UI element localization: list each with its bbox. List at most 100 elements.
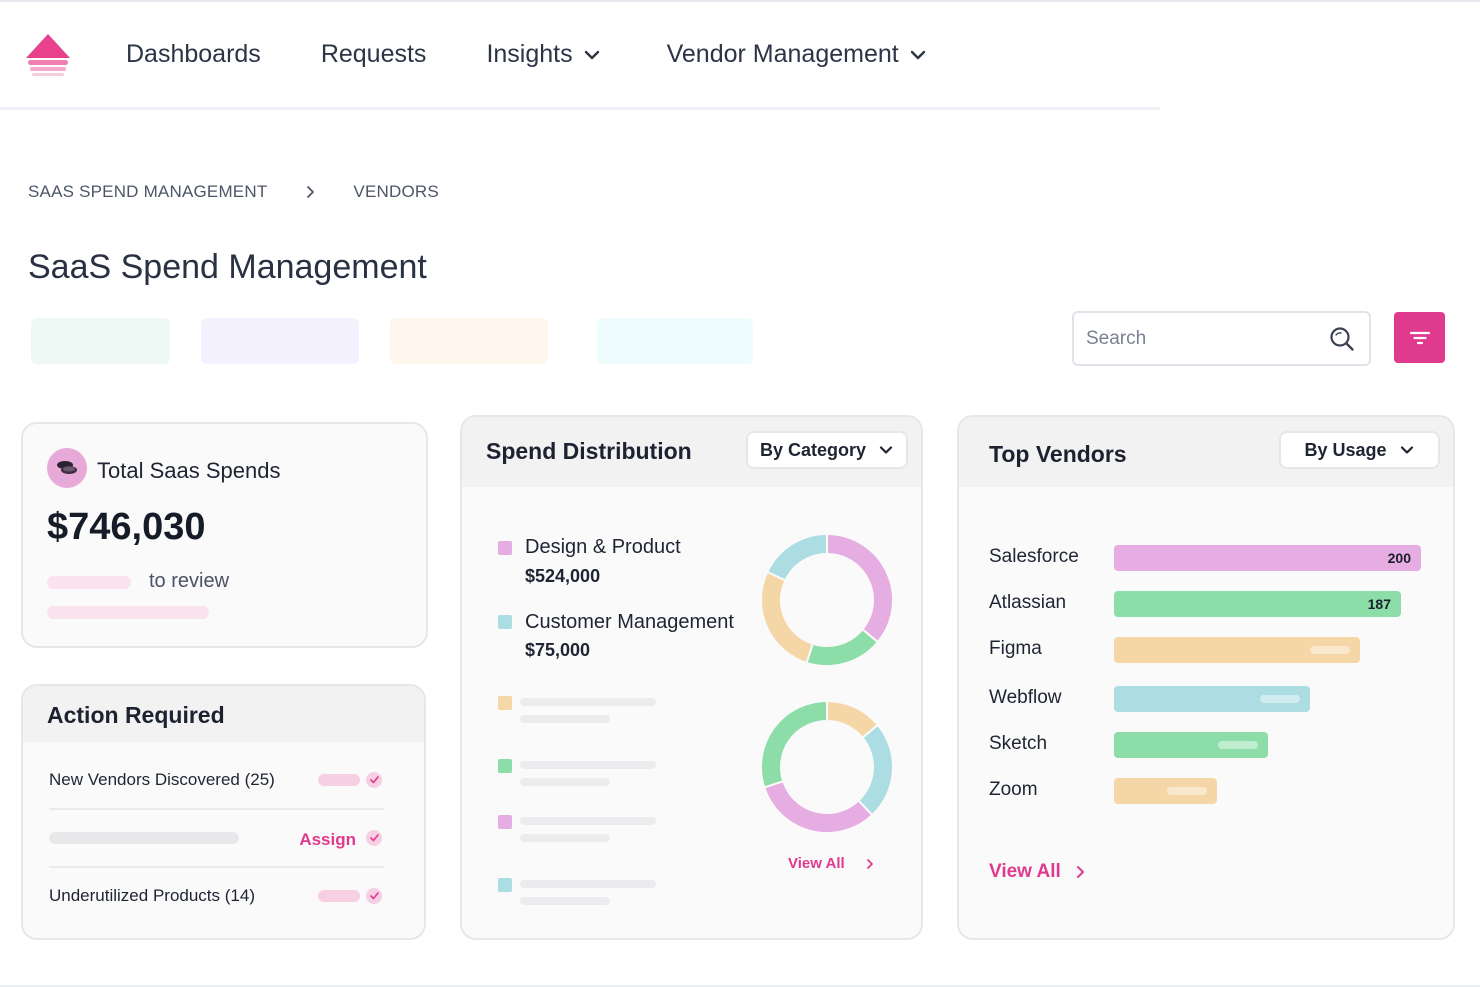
coins-icon xyxy=(47,448,87,488)
vendor-name[interactable]: Webflow xyxy=(989,687,1062,708)
vendor-name[interactable]: Zoom xyxy=(989,779,1038,800)
donut-slice xyxy=(765,532,828,582)
top-border xyxy=(0,0,1480,2)
top-vendors-bar-chart: Salesforce 200 Atlassian 187 Figma Webflow Ske… xyxy=(959,417,1453,938)
placeholder-bar xyxy=(520,817,656,825)
placeholder-bar xyxy=(49,832,239,844)
chevron-down-icon xyxy=(1400,446,1413,454)
total-spends-card: Total Saas Spends $746,030 to review xyxy=(21,422,428,648)
assign-link[interactable]: Assign xyxy=(299,830,356,849)
top-vendors-card: Top Vendors By Usage Salesforce 200 Atlass… xyxy=(957,415,1455,940)
vendor-value-label: 187 xyxy=(1367,596,1391,612)
check-icon[interactable] xyxy=(366,830,382,846)
vendor-bar[interactable] xyxy=(1114,732,1268,758)
nav-vendor-management[interactable]: Vendor Management xyxy=(667,40,927,69)
filter-icon xyxy=(1409,331,1430,344)
legend-label: Design & Product xyxy=(525,536,681,558)
legend-amount: $75,000 xyxy=(525,640,591,660)
placeholder-bar xyxy=(520,834,610,842)
card-header: Top Vendors By Usage xyxy=(959,417,1453,487)
filter-chip-placeholder[interactable] xyxy=(390,318,548,364)
view-all-link[interactable]: View All xyxy=(989,861,1085,883)
chevron-down-icon xyxy=(584,50,599,59)
dropdown-label: By Usage xyxy=(1304,439,1387,460)
chevron-down-icon xyxy=(879,446,893,454)
legend-amount: $524,000 xyxy=(525,566,601,586)
action-text: New Vendors Discovered (25) xyxy=(49,770,275,789)
placeholder-bar xyxy=(520,897,610,905)
check-icon[interactable] xyxy=(366,772,382,788)
vendor-bar[interactable]: 200 xyxy=(1114,545,1421,571)
donut-slice xyxy=(857,723,894,817)
placeholder-bar xyxy=(1310,646,1350,654)
spend-donut-chart xyxy=(760,699,894,834)
view-all-label: View All xyxy=(788,855,845,872)
action-row[interactable]: Underutilized Products (14) xyxy=(49,868,384,926)
dropdown-label: By Category xyxy=(759,439,867,460)
app-logo-icon[interactable] xyxy=(24,32,72,78)
search-icon[interactable] xyxy=(1329,326,1355,352)
legend-swatch xyxy=(498,759,512,773)
breadcrumb-item-vendors[interactable]: VENDORS xyxy=(353,182,439,201)
filter-chip-placeholder[interactable] xyxy=(201,318,359,364)
filter-chip-placeholder[interactable] xyxy=(31,318,170,364)
search-box xyxy=(1072,311,1371,366)
search-input[interactable] xyxy=(1086,325,1316,353)
card-title: Action Required xyxy=(47,702,225,728)
legend-swatch xyxy=(498,815,512,829)
vendor-bar[interactable] xyxy=(1114,778,1217,804)
donut-slice xyxy=(805,627,880,667)
vendor-bar[interactable]: 187 xyxy=(1114,591,1401,617)
total-spends-label: Total Saas Spends xyxy=(97,458,281,483)
legend-swatch xyxy=(498,541,512,555)
total-spends-value: $746,030 xyxy=(47,506,206,548)
action-text: Underutilized Products (14) xyxy=(49,886,255,905)
vendor-name[interactable]: Figma xyxy=(989,638,1042,659)
card-title: Spend Distribution xyxy=(486,438,692,464)
chevron-down-icon xyxy=(910,50,925,59)
legend-swatch xyxy=(498,615,512,629)
donut-slice xyxy=(826,532,894,644)
check-icon[interactable] xyxy=(366,888,382,904)
donut-slice xyxy=(760,699,828,789)
nav-requests[interactable]: Requests xyxy=(321,40,427,69)
placeholder-bar xyxy=(520,778,610,786)
vendor-value-label: 200 xyxy=(1387,550,1411,566)
filter-chip-placeholder[interactable] xyxy=(597,318,753,364)
vendor-name[interactable]: Salesforce xyxy=(989,546,1079,567)
breadcrumb-item-saas-spend[interactable]: SAAS SPEND MANAGEMENT xyxy=(28,182,268,201)
nav-dashboards[interactable]: Dashboards xyxy=(126,40,261,69)
top-navigation-bar: Dashboards Requests Insights Vendor Mana… xyxy=(0,0,1160,110)
vendor-bar[interactable] xyxy=(1114,637,1360,663)
action-row[interactable]: New Vendors Discovered (25) xyxy=(49,752,384,810)
placeholder-pill xyxy=(318,890,360,902)
spend-distribution-card: Spend Distribution By Category Design & … xyxy=(460,415,923,940)
vendor-bar[interactable] xyxy=(1114,686,1310,712)
nav-label: Vendor Management xyxy=(666,40,899,68)
bottom-border xyxy=(0,985,1480,987)
legend-label: Customer Management xyxy=(525,611,734,633)
to-review-text[interactable]: to review xyxy=(149,570,230,592)
breadcrumb: SAAS SPEND MANAGEMENT VENDORS xyxy=(28,182,439,202)
main-nav: Dashboards Requests Insights Vendor Mana… xyxy=(126,40,927,69)
placeholder-bar xyxy=(520,880,656,888)
chevron-right-icon xyxy=(1076,866,1084,878)
card-title: Top Vendors xyxy=(989,441,1127,467)
filter-button[interactable] xyxy=(1394,312,1445,363)
usage-dropdown[interactable]: By Usage xyxy=(1279,431,1440,469)
legend-swatch xyxy=(498,878,512,892)
vendor-name[interactable]: Sketch xyxy=(989,733,1048,754)
placeholder-pill xyxy=(318,774,360,786)
view-all-link[interactable]: View All xyxy=(788,855,875,872)
category-dropdown[interactable]: By Category xyxy=(746,431,908,469)
spend-donut-chart xyxy=(760,532,894,667)
action-row[interactable]: Assign xyxy=(49,810,384,868)
view-all-label: View All xyxy=(989,861,1061,882)
nav-label: Requests xyxy=(320,40,427,68)
placeholder-bar xyxy=(1167,787,1207,795)
placeholder-bar xyxy=(47,576,131,589)
nav-insights[interactable]: Insights xyxy=(486,40,600,69)
vendor-name[interactable]: Atlassian xyxy=(989,592,1067,613)
legend-swatch xyxy=(498,696,512,710)
chevron-right-icon xyxy=(866,858,873,869)
